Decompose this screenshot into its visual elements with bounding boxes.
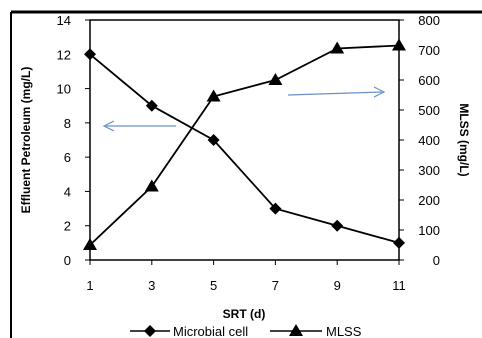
y-right-axis-title: MLSS (mg/L): [457, 103, 471, 176]
y-right-tick-label: 100: [418, 223, 440, 238]
y-left-tick-label: 14: [57, 13, 71, 28]
y-right-tick-label: 0: [433, 253, 440, 268]
y-left-tick-label: 0: [64, 253, 71, 268]
series-line-mlss: [89, 44, 400, 246]
y-right-tick-label: 400: [418, 133, 440, 148]
y-right-tick-label: 500: [418, 103, 440, 118]
data-point-microbial-cell: [269, 202, 282, 215]
y-right-tick-label: 700: [418, 43, 440, 58]
y-left-tick-label: 4: [64, 184, 71, 199]
legend: Microbial cell MLSS: [130, 324, 362, 338]
data-point-mlss: [83, 238, 97, 250]
y-right-tick-label: 600: [418, 73, 440, 88]
y-right-tick-label: 200: [418, 193, 440, 208]
legend-marker-diamond: [144, 325, 156, 337]
x-tick-label: 5: [210, 278, 217, 293]
arrow-right: [287, 86, 386, 98]
y-left-tick-label: 8: [64, 116, 71, 131]
arrow-left: [102, 120, 176, 132]
data-point-microbial-cell: [393, 236, 405, 249]
legend-label-mlss: MLSS: [326, 324, 362, 338]
series-line-microbial-cell: [89, 53, 400, 244]
y-left-tick-label: 6: [64, 150, 71, 165]
data-point-mlss: [392, 38, 406, 51]
x-tick-label: 1: [86, 278, 93, 293]
legend-marker-triangle: [289, 324, 303, 336]
y-left-tick-label: 10: [57, 82, 71, 97]
y-left-tick-label: 12: [57, 47, 71, 62]
y-left-ticks: 0 2 4 6 8 10 12 14: [57, 13, 90, 268]
y-right-ticks: 0 100 200 300 400 500 600 700 800: [399, 13, 440, 268]
x-tick-label: 7: [272, 278, 279, 293]
y-right-tick-label: 800: [418, 13, 440, 28]
y-left-axis-title: Effluent Petroleum (mg/L): [19, 67, 33, 214]
data-point-microbial-cell: [84, 48, 96, 61]
plot-area: [89, 19, 400, 261]
y-right-tick-label: 300: [418, 163, 440, 178]
data-point-mlss: [144, 179, 159, 192]
x-tick-label: 11: [392, 278, 406, 293]
x-axis-title: SRT (d): [223, 307, 266, 321]
data-point-microbial-cell: [207, 134, 220, 146]
data-point-microbial-cell: [145, 99, 158, 112]
x-tick-label: 9: [334, 278, 341, 293]
data-point-mlss: [330, 41, 345, 54]
y-left-tick-label: 2: [64, 219, 71, 234]
series-group: [83, 38, 406, 250]
legend-label-microbial: Microbial cell: [173, 324, 248, 338]
data-point-mlss: [206, 89, 221, 102]
data-point-microbial-cell: [331, 219, 344, 232]
x-tick-label: 3: [148, 278, 155, 293]
x-ticks: 1 3 5 7 9 11: [86, 260, 406, 293]
data-point-mlss: [268, 73, 283, 85]
